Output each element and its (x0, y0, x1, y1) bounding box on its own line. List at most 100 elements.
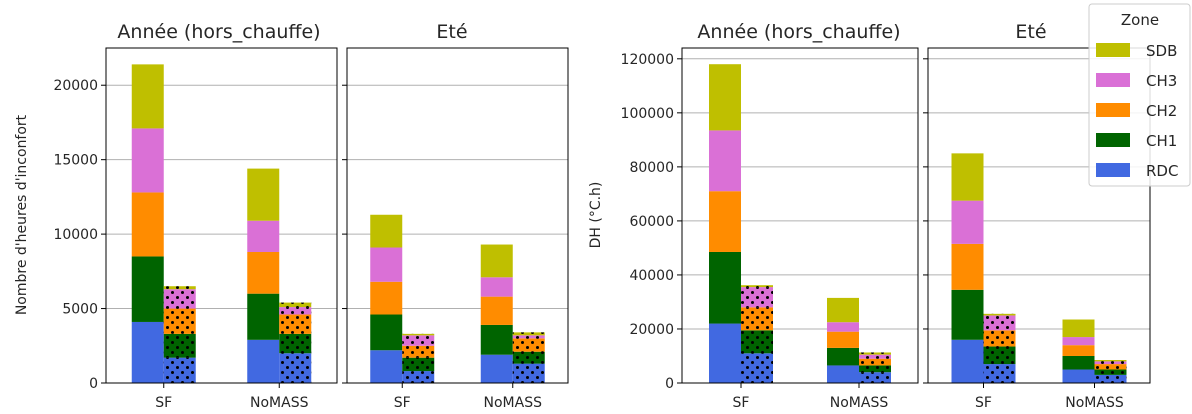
bar-dotted-hatch-sdb (983, 313, 1016, 316)
legend: Zone SDB CH3 CH2 CH1 RDC (1088, 3, 1191, 187)
panel3-title: Année (hors_chauffe) (697, 21, 900, 43)
bar-solid-sdb (827, 297, 859, 323)
y-tick-label: 120000 (621, 52, 674, 68)
bar-dotted-hatch-rdc (1094, 374, 1127, 383)
x-tick-label: NoMASS (830, 395, 889, 411)
bar-dotted-hatch-ch3 (983, 315, 1016, 331)
bar-solid-ch1 (370, 314, 403, 351)
bar-solid-ch2 (480, 296, 513, 325)
bar-solid-rdc (827, 365, 859, 383)
bar-dotted-hatch-ch2 (1094, 364, 1127, 370)
y-tick-label: 100000 (621, 106, 674, 122)
bar-solid-ch3 (480, 277, 513, 297)
y-tick-label: 10000 (53, 227, 98, 243)
legend-swatch-ch1 (1096, 133, 1130, 147)
bar-solid-ch1 (827, 347, 859, 366)
bar-solid-ch1 (480, 324, 513, 355)
bar-solid-ch3 (370, 247, 403, 282)
bar-solid-rdc (709, 323, 741, 383)
axes-frame (927, 47, 1151, 384)
y-tick-label: 20000 (53, 78, 98, 94)
bar-solid-ch2 (951, 243, 984, 290)
bar-dotted-hatch-rdc (512, 363, 545, 383)
x-tick-label: NoMASS (250, 395, 309, 411)
bar-solid-ch2 (709, 191, 741, 252)
y-tick-label: 15000 (53, 153, 98, 169)
bar-solid-ch1 (131, 256, 164, 322)
bar-dotted-hatch-ch1 (163, 333, 196, 358)
x-tick-label: SF (975, 395, 992, 411)
bar-dotted-hatch-sdb (279, 302, 312, 308)
y-tick-label: 5000 (62, 302, 98, 318)
legend-swatch-sdb (1096, 43, 1130, 57)
axes-frame (681, 47, 919, 384)
legend-label-ch2: CH2 (1146, 102, 1177, 120)
panel4-title: Eté (1015, 21, 1046, 43)
bar-dotted-hatch-ch1 (983, 346, 1016, 365)
legend-label-rdc: RDC (1146, 162, 1178, 180)
bar-dotted-hatch-sdb (859, 352, 891, 355)
bar-dotted-hatch-ch2 (983, 330, 1016, 347)
y-tick-label: 20000 (629, 322, 674, 338)
bar-solid-ch3 (951, 200, 984, 244)
bar-solid-rdc (131, 321, 164, 383)
bar-dotted-hatch-ch1 (741, 330, 773, 354)
bar-solid-ch3 (709, 130, 741, 192)
bars-layer (131, 64, 1127, 383)
legend-title: Zone (1121, 11, 1159, 29)
bar-solid-rdc (370, 350, 403, 383)
bar-dotted-hatch-ch3 (512, 335, 545, 339)
y-tick-label: 0 (665, 376, 674, 392)
bar-solid-ch2 (131, 192, 164, 257)
ylabel-left: Nombre d'heures d'inconfort (14, 114, 30, 315)
bar-dotted-hatch-ch2 (163, 308, 196, 334)
bar-dotted-hatch-sdb (512, 332, 545, 336)
bar-solid-ch2 (827, 331, 859, 348)
bar-dotted-hatch-ch3 (163, 289, 196, 309)
bar-solid-sdb (1062, 319, 1095, 338)
bar-solid-sdb (370, 214, 403, 248)
bar-solid-rdc (1062, 369, 1095, 383)
bar-solid-ch3 (1062, 337, 1095, 346)
bar-solid-sdb (131, 64, 164, 129)
bar-dotted-hatch-rdc (741, 353, 773, 383)
bar-dotted-hatch-ch2 (512, 338, 545, 352)
bar-dotted-hatch-ch3 (859, 354, 891, 359)
x-tick-label: NoMASS (1065, 395, 1124, 411)
legend-label-ch1: CH1 (1146, 132, 1177, 150)
bar-dotted-hatch-rdc (279, 353, 312, 383)
bar-solid-rdc (480, 354, 513, 383)
bar-dotted-hatch-ch2 (402, 345, 435, 358)
bar-dotted-hatch-ch3 (741, 287, 773, 308)
bar-dotted-hatch-ch3 (1094, 361, 1127, 365)
legend-frame (1088, 3, 1191, 187)
legend-label-sdb: SDB (1146, 42, 1177, 60)
bar-dotted-hatch-rdc (859, 372, 891, 383)
x-tick-label: SF (394, 395, 411, 411)
bar-solid-ch1 (1062, 355, 1095, 370)
bar-dotted-hatch-ch2 (741, 307, 773, 331)
bar-dotted-hatch-rdc (983, 364, 1016, 383)
axes-layer: 0 5000 10000 15000 20000 SF NoMASS SF NoMASS 0 200… (53, 47, 1151, 411)
y-tick-label: 60000 (629, 214, 674, 230)
bar-solid-ch3 (247, 220, 280, 252)
bar-dotted-hatch-ch3 (279, 307, 312, 315)
bar-solid-ch1 (951, 289, 984, 340)
bar-solid-ch1 (247, 293, 280, 340)
bar-solid-ch3 (131, 128, 164, 193)
x-tick-label: SF (733, 395, 750, 411)
bar-dotted-hatch-rdc (163, 357, 196, 383)
axes-frame (105, 47, 338, 384)
bar-solid-sdb (480, 244, 513, 278)
panel1-title: Année (hors_chauffe) (117, 21, 320, 43)
panel2-title: Eté (436, 21, 467, 43)
bar-dotted-hatch-ch1 (1094, 369, 1127, 375)
bar-dotted-hatch-sdb (163, 286, 196, 290)
bar-dotted-hatch-ch1 (279, 333, 312, 354)
bar-dotted-hatch-ch3 (402, 335, 435, 346)
legend-swatch-rdc (1096, 163, 1130, 177)
legend-label-ch3: CH3 (1146, 72, 1177, 90)
legend-swatch-ch2 (1096, 103, 1130, 117)
bar-solid-ch2 (370, 281, 403, 315)
